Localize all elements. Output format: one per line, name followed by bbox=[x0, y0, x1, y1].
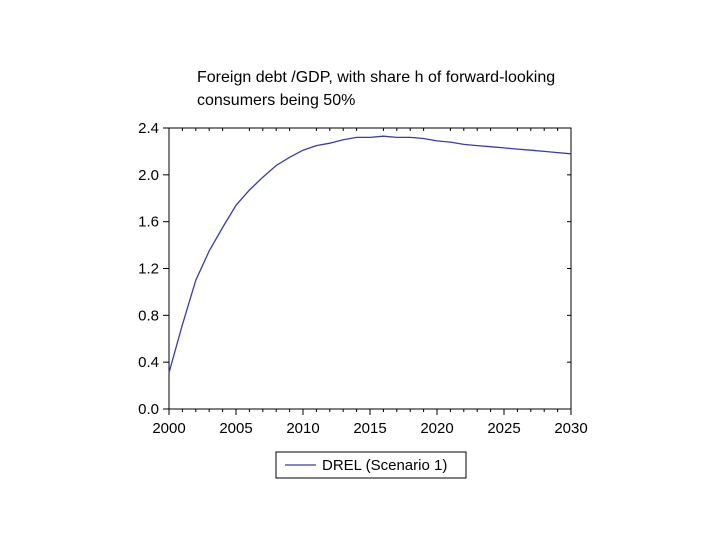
x-tick-label: 2015 bbox=[353, 420, 386, 437]
y-tick-label: 2.0 bbox=[138, 167, 159, 184]
x-tick-label: 2000 bbox=[152, 420, 185, 437]
chart-title: Foreign debt /GDP, with share h of forwa… bbox=[197, 66, 637, 112]
y-tick-label: 0.4 bbox=[138, 354, 159, 371]
x-tick-label: 2025 bbox=[487, 420, 520, 437]
x-tick-label: 2005 bbox=[219, 420, 252, 437]
y-tick-label: 1.6 bbox=[138, 214, 159, 231]
y-tick-label: 2.4 bbox=[138, 120, 159, 137]
x-tick-label: 2010 bbox=[286, 420, 319, 437]
x-tick-label: 2020 bbox=[420, 420, 453, 437]
y-tick-label: 1.2 bbox=[138, 261, 159, 278]
x-tick-label: 2030 bbox=[554, 420, 587, 437]
y-tick-label: 0.0 bbox=[138, 401, 159, 418]
legend-label: DREL (Scenario 1) bbox=[322, 457, 447, 474]
chart-title-line-1: Foreign debt /GDP, with share h of forwa… bbox=[197, 69, 556, 86]
y-tick-label: 0.8 bbox=[138, 307, 159, 324]
chart-title-line-2: consumers being 50% bbox=[197, 92, 356, 109]
series-line-drel bbox=[168, 135, 572, 373]
plot-frame bbox=[168, 127, 572, 410]
